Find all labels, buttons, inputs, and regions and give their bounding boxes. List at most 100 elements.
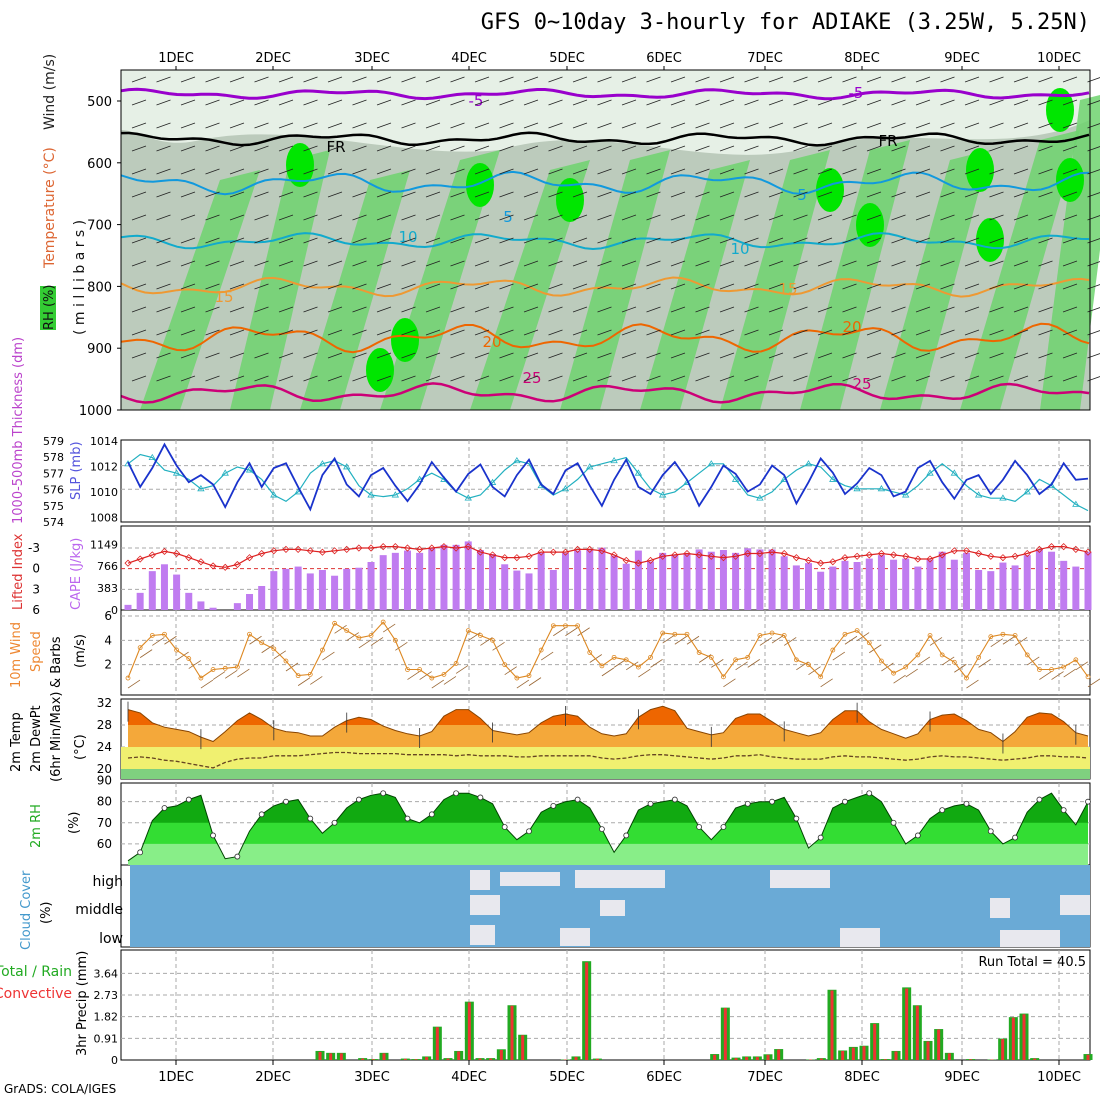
panel-frame-precip (120, 949, 1091, 1061)
upper-wind-barb (401, 306, 416, 313)
temp-tick: 24 (97, 740, 112, 754)
rh-saturated-spot (286, 143, 314, 187)
upper-wind-barb (989, 260, 1004, 267)
cape-bar (622, 563, 630, 610)
upper-wind-barb (1038, 214, 1053, 221)
upper-wind-barb (205, 76, 220, 83)
upper-wind-barb (401, 329, 416, 336)
precip-convective-bar (1086, 1054, 1090, 1060)
lifted-index-point (160, 547, 169, 556)
cape-bar (476, 550, 484, 610)
upper-wind-barb (621, 122, 637, 129)
upper-wind-barb (695, 145, 710, 152)
upper-wind-barb (866, 283, 882, 290)
upper-wind-barb (597, 306, 612, 313)
upper-wind-barb (1062, 260, 1078, 267)
upper-wind-barb (156, 191, 171, 198)
upper-wind-barb (646, 76, 661, 83)
rh2m-point (307, 815, 314, 822)
upper-wind-barb (964, 122, 980, 129)
precip-convective-bar (489, 1058, 493, 1060)
upper-wind-barb (891, 375, 906, 382)
wind10-speed-point (271, 646, 277, 652)
precip-convective-bar (915, 1005, 919, 1060)
upper-wind-barb (817, 99, 833, 106)
lifted-index-point (683, 549, 691, 558)
upper-wind-barb (303, 352, 318, 359)
upper-wind-barb (254, 122, 269, 129)
upper-wind-barb (646, 122, 661, 129)
cape-bar (160, 564, 168, 610)
precip-tick: 3.64 (94, 967, 119, 980)
wind10-barb (723, 678, 736, 688)
temp-tick: 20 (97, 762, 112, 776)
rh2m-point (380, 790, 387, 797)
upper-wind-barb (450, 191, 465, 198)
wind10-speed-point (635, 664, 641, 670)
cape-bar (719, 550, 727, 610)
upper-wind-barb (180, 237, 196, 244)
upper-wind-barb (964, 191, 980, 198)
wind10-tick: 4 (104, 633, 112, 647)
upper-wind-barb (670, 352, 686, 359)
cape-bar (926, 559, 934, 610)
upper-wind-barb (646, 306, 661, 313)
upper-wind-barb (1038, 237, 1053, 244)
thickness-tick: 575 (43, 500, 64, 513)
upper-side-labels: Wind (m/s) Temperature (°C) RH (%) ( m i… (40, 54, 88, 335)
temp-band-cool (121, 769, 1090, 779)
rh2m-point (574, 796, 581, 803)
upper-wind-barb (303, 214, 318, 221)
precip-convective-bar (926, 1041, 930, 1060)
temp-contour-label: 20 (842, 318, 861, 336)
wind10-barb (224, 669, 238, 679)
lifted-index-point (707, 552, 715, 560)
lifted-index-point (610, 551, 618, 559)
upper-wind-barb (793, 237, 808, 244)
upper-wind-barb (989, 214, 1004, 221)
upper-wind-barb (719, 260, 735, 267)
upper-wind-barb (719, 283, 735, 290)
bottom-date-axis: 1DEC 2DEC 3DEC 4DEC 5DEC 6DEC 7DEC 8DEC 9DEC 10DE… (158, 1060, 1081, 1085)
upper-wind-barb (401, 237, 416, 244)
lifted-index-point (1084, 548, 1092, 556)
upper-wind-barb (670, 145, 686, 152)
cape-bar (282, 568, 290, 610)
cape-bar (1060, 560, 1068, 610)
rh-saturated-spot (856, 203, 884, 247)
upper-wind-barb (1013, 283, 1029, 290)
thickness-tick: 574 (43, 516, 64, 529)
thickness-tick: 579 (43, 435, 64, 448)
cape-bar (416, 552, 424, 610)
cloud-level-label: low (99, 931, 123, 947)
li-axis-label: Lifted Index (11, 533, 26, 610)
precip-axis-label: 3hr Precip (mm) (75, 951, 90, 1056)
cape-bar (537, 552, 545, 610)
precip-convective-bar (1033, 1058, 1037, 1060)
upper-wind-barb (327, 168, 343, 175)
wind10-speed-point (648, 654, 653, 660)
lifted-index-point (987, 552, 995, 560)
upper-wind-barb (278, 214, 294, 221)
rh2m-point (671, 796, 678, 803)
upper-wind-barb (352, 306, 367, 313)
bottom-date-label: 3DEC (354, 1070, 390, 1085)
upper-wind-barb (156, 352, 171, 359)
upper-wind-barb (180, 191, 196, 198)
upper-wind-barb (548, 306, 563, 313)
precip-convective-bar (969, 1059, 973, 1060)
upper-wind-barb (352, 122, 367, 129)
upper-wind-barb (793, 352, 808, 359)
upper-wind-barb (180, 168, 196, 175)
upper-wind-barb (940, 329, 955, 336)
lifted-index-point (877, 549, 885, 558)
upper-wind-barb (499, 99, 514, 106)
upper-wind-barb (597, 375, 612, 382)
wind10-barb (1039, 671, 1052, 680)
upper-wind-barb (352, 237, 367, 244)
upper-wind-barb (450, 352, 465, 359)
upper-wind-barb (817, 237, 833, 244)
lifted-index-point (355, 544, 363, 552)
bottom-date-label: 2DEC (255, 1070, 291, 1085)
upper-wind-barb (376, 168, 392, 175)
